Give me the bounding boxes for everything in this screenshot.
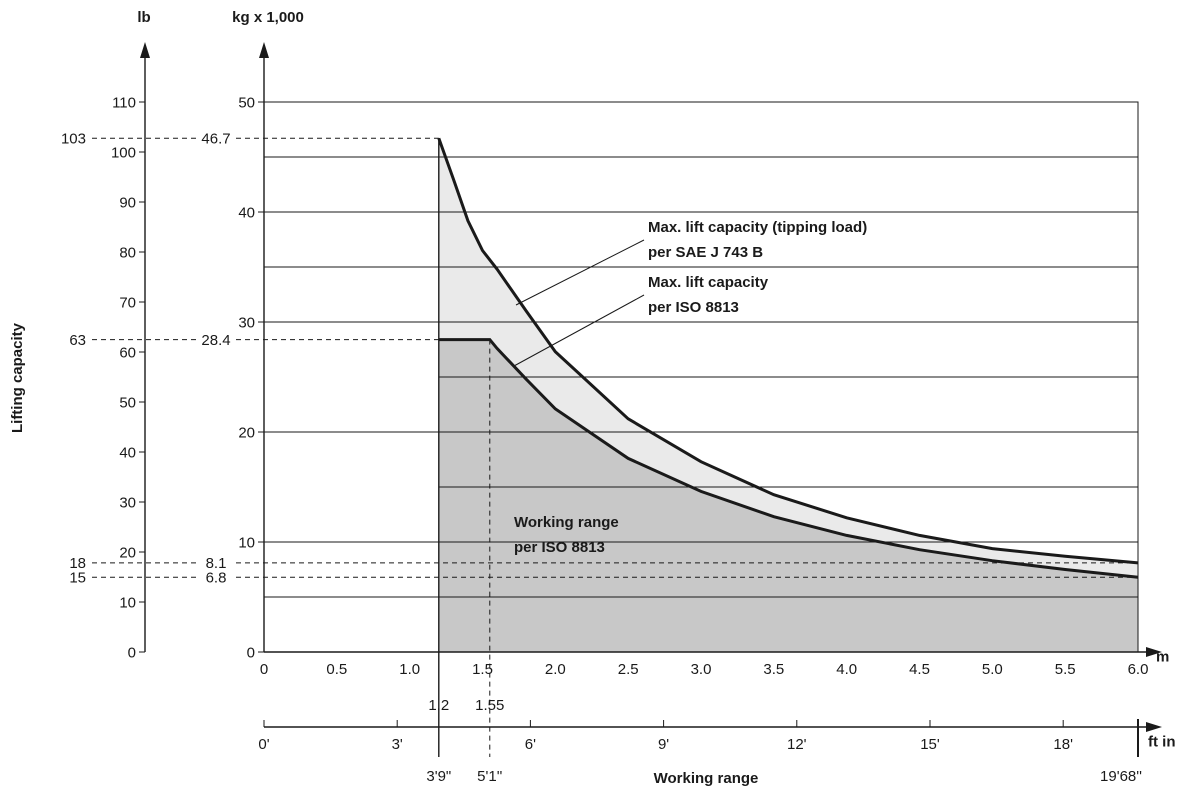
kg-axis-unit: kg x 1,000 [232, 9, 304, 26]
kg-tick-label: 10 [238, 534, 255, 551]
m-tick-label: 4.0 [836, 661, 857, 678]
lb-tick-label: 0 [128, 644, 136, 661]
m-tick-label: 6.0 [1128, 661, 1149, 678]
iso-capacity-leader [513, 294, 645, 367]
lb-reference-label: 63 [69, 332, 86, 349]
x-axis-title: Working range [654, 770, 759, 787]
label-bg [48, 553, 88, 572]
tipping-load-label-line1: Max. lift capacity (tipping load) [648, 219, 867, 236]
iso-capacity-label-line1: Max. lift capacity [648, 274, 769, 291]
m-tick-label: 0.5 [326, 661, 347, 678]
m-tick-label: 1.5 [472, 661, 493, 678]
grid-lines [264, 156, 1138, 598]
ft-tick-label: 6' [525, 736, 536, 753]
axes [139, 42, 1162, 757]
kg-reference-label: 8.1 [206, 555, 227, 572]
m-axis-unit: m [1156, 648, 1169, 665]
lb-axis-unit: lb [137, 9, 150, 26]
m-tick-label: 4.5 [909, 661, 930, 678]
tipping-load-line [437, 137, 1139, 565]
special-m-label: 1.55 [475, 697, 504, 714]
kg-reference-label: 46.7 [201, 131, 230, 148]
axis-arrow [259, 42, 269, 58]
kg-tick-label: 20 [238, 424, 255, 441]
m-tick-label: 1.0 [399, 661, 420, 678]
lb-tick-label: 50 [119, 394, 136, 411]
ft-tick-label: 9' [658, 736, 669, 753]
ft-tick-label: 15' [920, 736, 940, 753]
lb-tick-label: 20 [119, 544, 136, 561]
kg-tick-label: 40 [238, 204, 255, 221]
m-tick-label: 5.0 [982, 661, 1003, 678]
kg-reference-label: 28.4 [201, 332, 230, 349]
working-range-area [438, 339, 1138, 652]
kg-tick-label: 50 [238, 94, 255, 111]
lb-tick-label: 30 [119, 494, 136, 511]
axis-arrow [1146, 722, 1162, 732]
lb-tick-label: 80 [119, 244, 136, 261]
reference-lines: 103 46.7 63 28.4 18 8.1 15 6.8 [48, 129, 1138, 757]
tipping-load-annotation: Max. lift capacity (tipping load) per SA… [515, 219, 867, 306]
m-tick-label: 2.0 [545, 661, 566, 678]
axis-arrow [1146, 647, 1162, 657]
lb-tick-label: 90 [119, 194, 136, 211]
m-tick-label: 5.5 [1055, 661, 1076, 678]
iso-capacity-line [438, 338, 1139, 579]
working-range-annotation: Working range per ISO 8813 [514, 514, 619, 556]
label-bg [48, 568, 88, 587]
label-bg [48, 129, 88, 148]
m-tick-label: 2.5 [618, 661, 639, 678]
axis-arrow [140, 42, 150, 58]
lb-tick-label: 40 [119, 444, 136, 461]
ft-tick-label: 3' [392, 736, 403, 753]
iso-capacity-annotation: Max. lift capacity per ISO 8813 [513, 274, 769, 367]
kg-tick-label: 0 [247, 644, 255, 661]
lb-tick-label: 100 [111, 144, 136, 161]
lb-reference-label: 103 [61, 131, 86, 148]
ft-axis-unit: ft in [1148, 733, 1176, 750]
m-tick-label: 3.0 [691, 661, 712, 678]
label-bg [196, 553, 236, 572]
lb-tick-label: 70 [119, 294, 136, 311]
label-bg [196, 330, 236, 349]
y-axis-title: Lifting capacity [9, 322, 26, 433]
kg-reference-label: 6.8 [206, 569, 227, 586]
lb-tick-label: 10 [119, 594, 136, 611]
iso-capacity-label-line2: per ISO 8813 [648, 299, 739, 316]
ft-tick-label: 0' [258, 736, 269, 753]
label-bg [196, 568, 236, 587]
special-ft-label: 5'1'' [477, 768, 502, 785]
lb-reference-label: 18 [69, 555, 86, 572]
plot-frame [264, 101, 1139, 652]
lb-tick-label: 60 [119, 344, 136, 361]
working-range-label-line1: Working range [514, 514, 619, 531]
special-ft-label: 19'68'' [1100, 768, 1142, 785]
label-bg [196, 129, 236, 148]
ft-tick-label: 18' [1053, 736, 1073, 753]
tick-labels: 0 0.5 1.0 1.5 2.0 2.5 3.0 3.5 4.0 4.5 5.0 5.5 6.0 0 10… [111, 94, 1148, 785]
lb-reference-label: 15 [69, 569, 86, 586]
kg-tick-label: 30 [238, 314, 255, 331]
tipping-load-leader [515, 239, 645, 306]
ft-tick-label: 12' [787, 736, 807, 753]
special-ft-label: 3'9" [426, 768, 451, 785]
special-m-label: 1.2 [428, 697, 449, 714]
m-tick-label: 0 [260, 661, 268, 678]
m-tick-label: 3.5 [763, 661, 784, 678]
working-range-label-line2: per ISO 8813 [514, 539, 605, 556]
tipping-load-label-line2: per SAE J 743 B [648, 244, 763, 261]
label-bg [48, 330, 88, 349]
lb-tick-label: 110 [112, 94, 136, 111]
